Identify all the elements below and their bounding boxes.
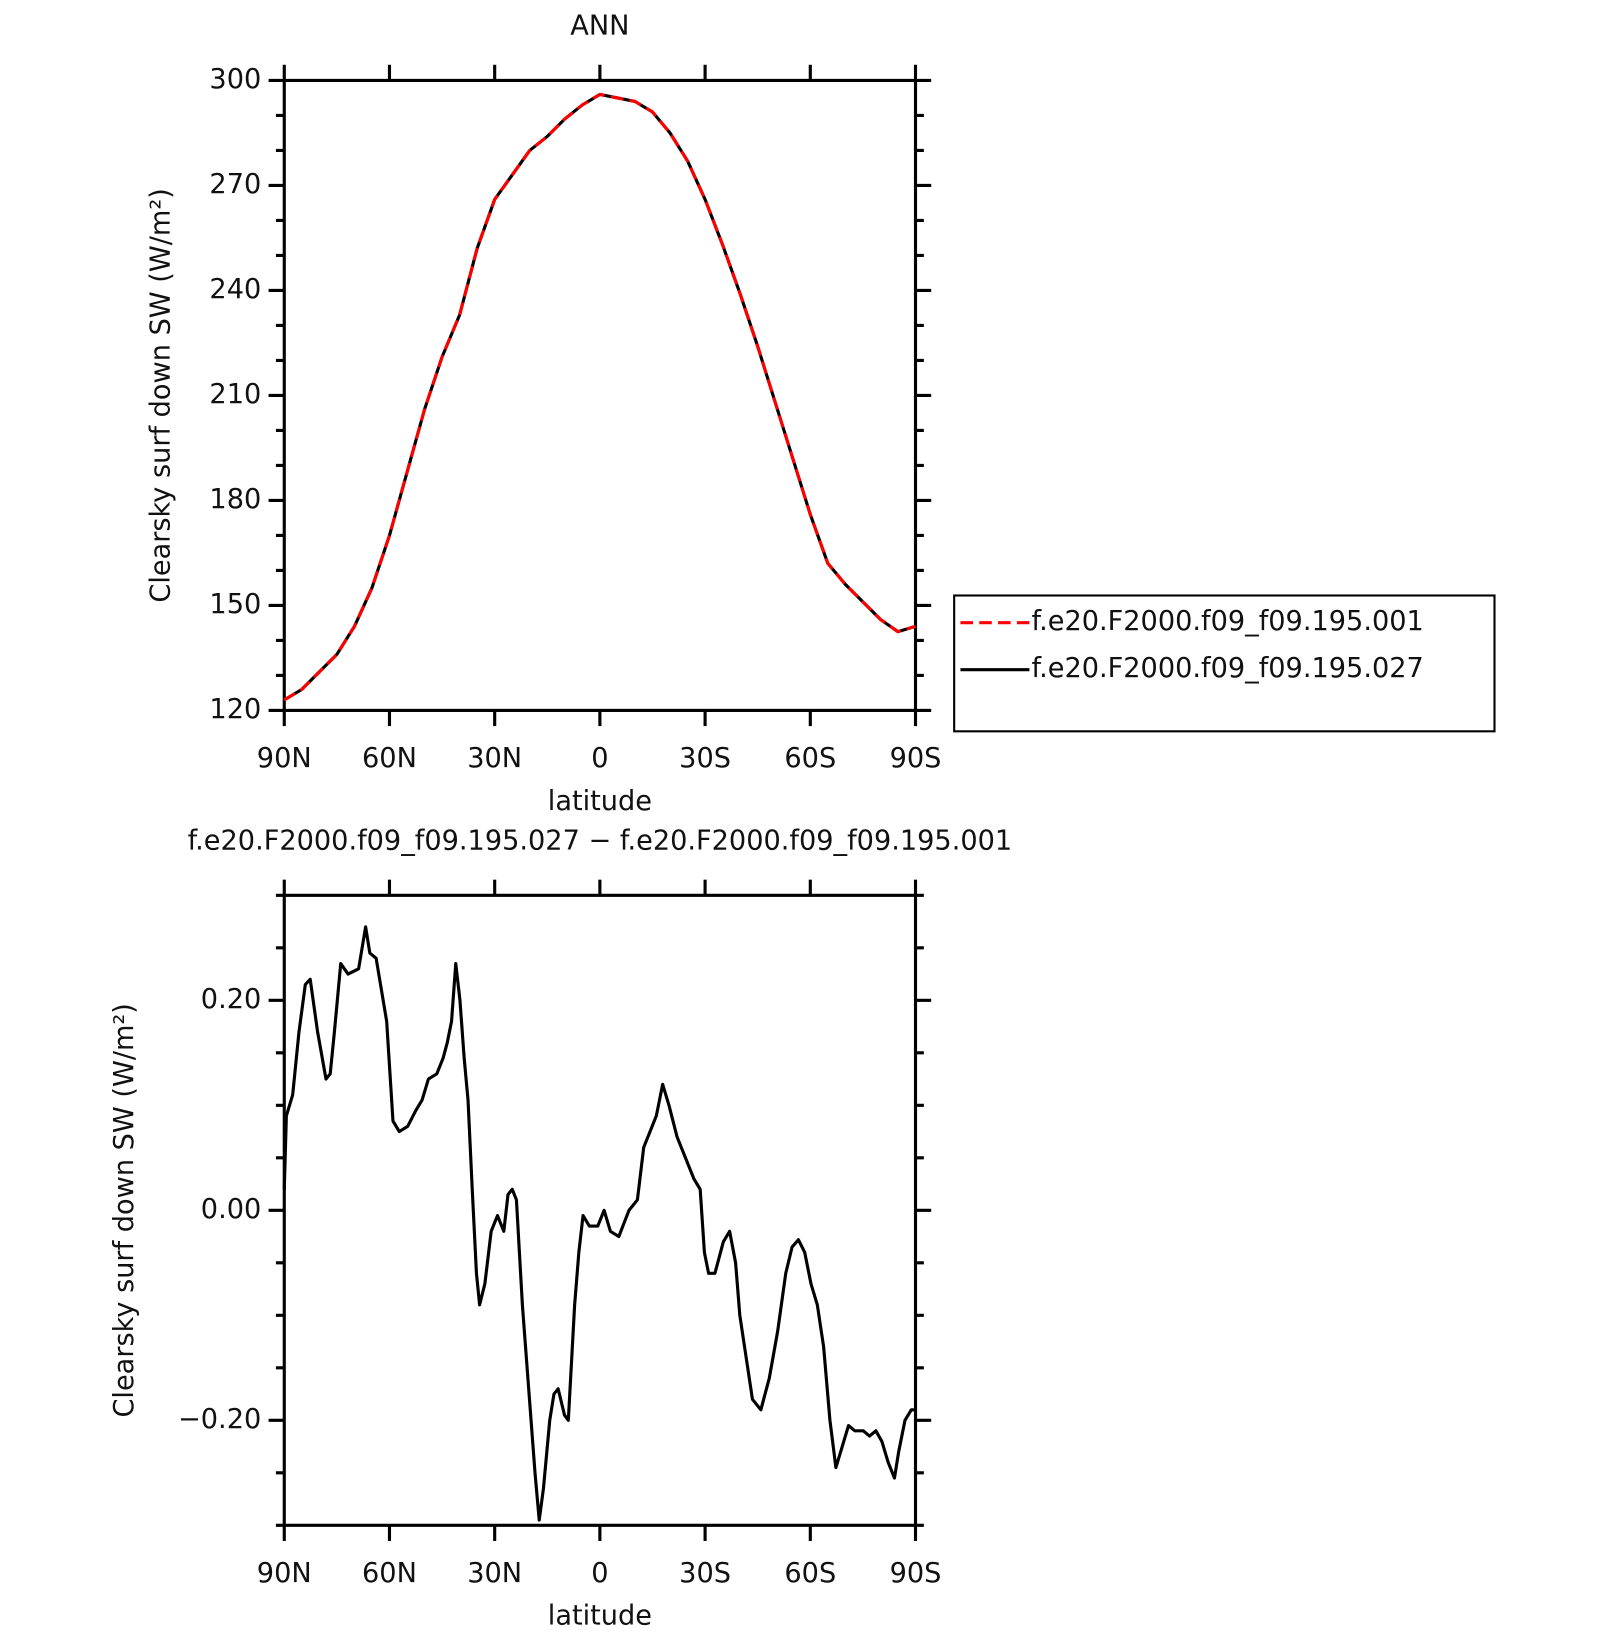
x-tick-label: 90S xyxy=(890,1558,942,1589)
chart-title: f.e20.F2000.f09_f09.195.027 − f.e20.F200… xyxy=(188,826,1013,857)
y-tick-label: 0.00 xyxy=(201,1194,261,1225)
data-line xyxy=(283,92,916,702)
x-tick-label: 90N xyxy=(257,1558,312,1589)
x-axis-label: latitude xyxy=(548,786,652,817)
x-tick-label: 30N xyxy=(467,743,522,774)
data-line xyxy=(283,92,916,702)
y-axis-label: Clearsky surf down SW (W/m²) xyxy=(109,1003,140,1417)
y-tick-label: 210 xyxy=(209,379,261,410)
y-tick-label: −0.20 xyxy=(178,1404,261,1435)
x-axis-label: latitude xyxy=(548,1601,652,1632)
x-tick-label: 90S xyxy=(890,743,942,774)
y-tick-label: 180 xyxy=(209,484,261,515)
x-tick-label: 60N xyxy=(362,1558,417,1589)
x-tick-label: 30S xyxy=(679,1558,731,1589)
y-tick-label: 150 xyxy=(209,589,261,620)
x-tick-label: 30N xyxy=(467,1558,522,1589)
y-tick-label: 120 xyxy=(209,694,261,725)
legend-label: f.e20.F2000.f09_f09.195.027 xyxy=(1032,653,1424,684)
x-tick-label: 60S xyxy=(784,1558,836,1589)
y-tick-label: 270 xyxy=(209,169,261,200)
y-axis-label: Clearsky surf down SW (W/m²) xyxy=(145,188,176,602)
legend-label: f.e20.F2000.f09_f09.195.001 xyxy=(1032,606,1424,637)
x-tick-label: 60N xyxy=(362,743,417,774)
y-tick-label: 300 xyxy=(209,64,261,95)
y-tick-label: 240 xyxy=(209,274,261,305)
x-tick-label: 0 xyxy=(591,1558,608,1589)
y-tick-label: 0.20 xyxy=(201,984,261,1015)
plot-frame xyxy=(282,78,918,712)
data-line xyxy=(282,925,916,1522)
chart-title: ANN xyxy=(570,11,629,42)
x-tick-label: 0 xyxy=(591,743,608,774)
plot-frame xyxy=(282,893,918,1527)
x-tick-label: 90N xyxy=(257,743,312,774)
x-tick-label: 60S xyxy=(784,743,836,774)
legend-box xyxy=(953,594,1496,733)
x-tick-label: 30S xyxy=(679,743,731,774)
